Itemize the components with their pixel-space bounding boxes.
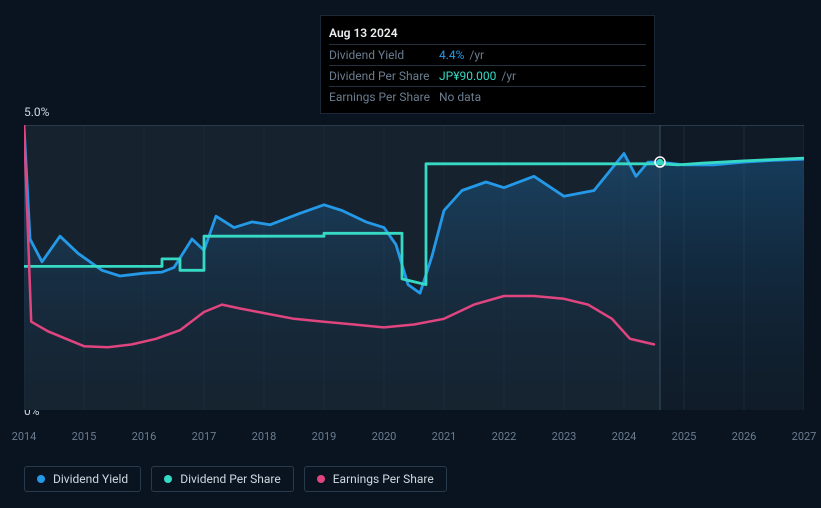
x-tick: 2026: [732, 430, 757, 443]
legend-dot-icon: [37, 475, 45, 483]
x-tick: 2021: [432, 430, 457, 443]
tooltip-metric-value: JP¥90.000 /yr: [439, 69, 516, 83]
x-tick: 2024: [612, 430, 637, 443]
x-tick: 2014: [12, 430, 37, 443]
time-series-chart[interactable]: 5.0% 0% Past Analysts Forecasts 20142015…: [0, 105, 821, 425]
x-tick: 2019: [312, 430, 337, 443]
x-axis: 2014201520162017201820192020202120222023…: [24, 430, 804, 450]
x-tick: 2015: [72, 430, 97, 443]
chart-svg: [24, 125, 804, 410]
legend-item-dividend-per-share[interactable]: Dividend Per Share: [151, 466, 294, 492]
x-tick: 2017: [192, 430, 217, 443]
x-tick: 2022: [492, 430, 517, 443]
legend-item-earnings-per-share[interactable]: Earnings Per Share: [304, 466, 447, 492]
y-axis-max-label: 5.0%: [24, 105, 49, 119]
x-tick: 2018: [252, 430, 277, 443]
legend-item-dividend-yield[interactable]: Dividend Yield: [24, 466, 141, 492]
x-tick: 2020: [372, 430, 397, 443]
legend-dot-icon: [164, 475, 172, 483]
legend-label: Earnings Per Share: [333, 472, 434, 486]
x-tick: 2016: [132, 430, 157, 443]
x-tick: 2027: [792, 430, 817, 443]
legend-label: Dividend Yield: [53, 472, 128, 486]
tooltip-row: Dividend Yield4.4% /yr: [329, 44, 646, 65]
tooltip-metric-label: Earnings Per Share: [329, 90, 439, 104]
tooltip-metric-label: Dividend Yield: [329, 48, 439, 62]
tooltip-metric-value: 4.4% /yr: [439, 48, 484, 62]
legend-label: Dividend Per Share: [180, 472, 281, 486]
legend-dot-icon: [317, 475, 325, 483]
tooltip-metric-label: Dividend Per Share: [329, 69, 439, 83]
hover-marker-dot: [657, 159, 663, 165]
tooltip-date: Aug 13 2024: [329, 22, 646, 44]
tooltip-row: Earnings Per ShareNo data: [329, 86, 646, 107]
tooltip-row: Dividend Per ShareJP¥90.000 /yr: [329, 65, 646, 86]
legend: Dividend Yield Dividend Per Share Earnings…: [24, 466, 447, 492]
x-tick: 2023: [552, 430, 577, 443]
hover-tooltip: Aug 13 2024 Dividend Yield4.4% /yrDivide…: [320, 15, 655, 114]
x-tick: 2025: [672, 430, 697, 443]
tooltip-metric-value: No data: [439, 90, 481, 104]
